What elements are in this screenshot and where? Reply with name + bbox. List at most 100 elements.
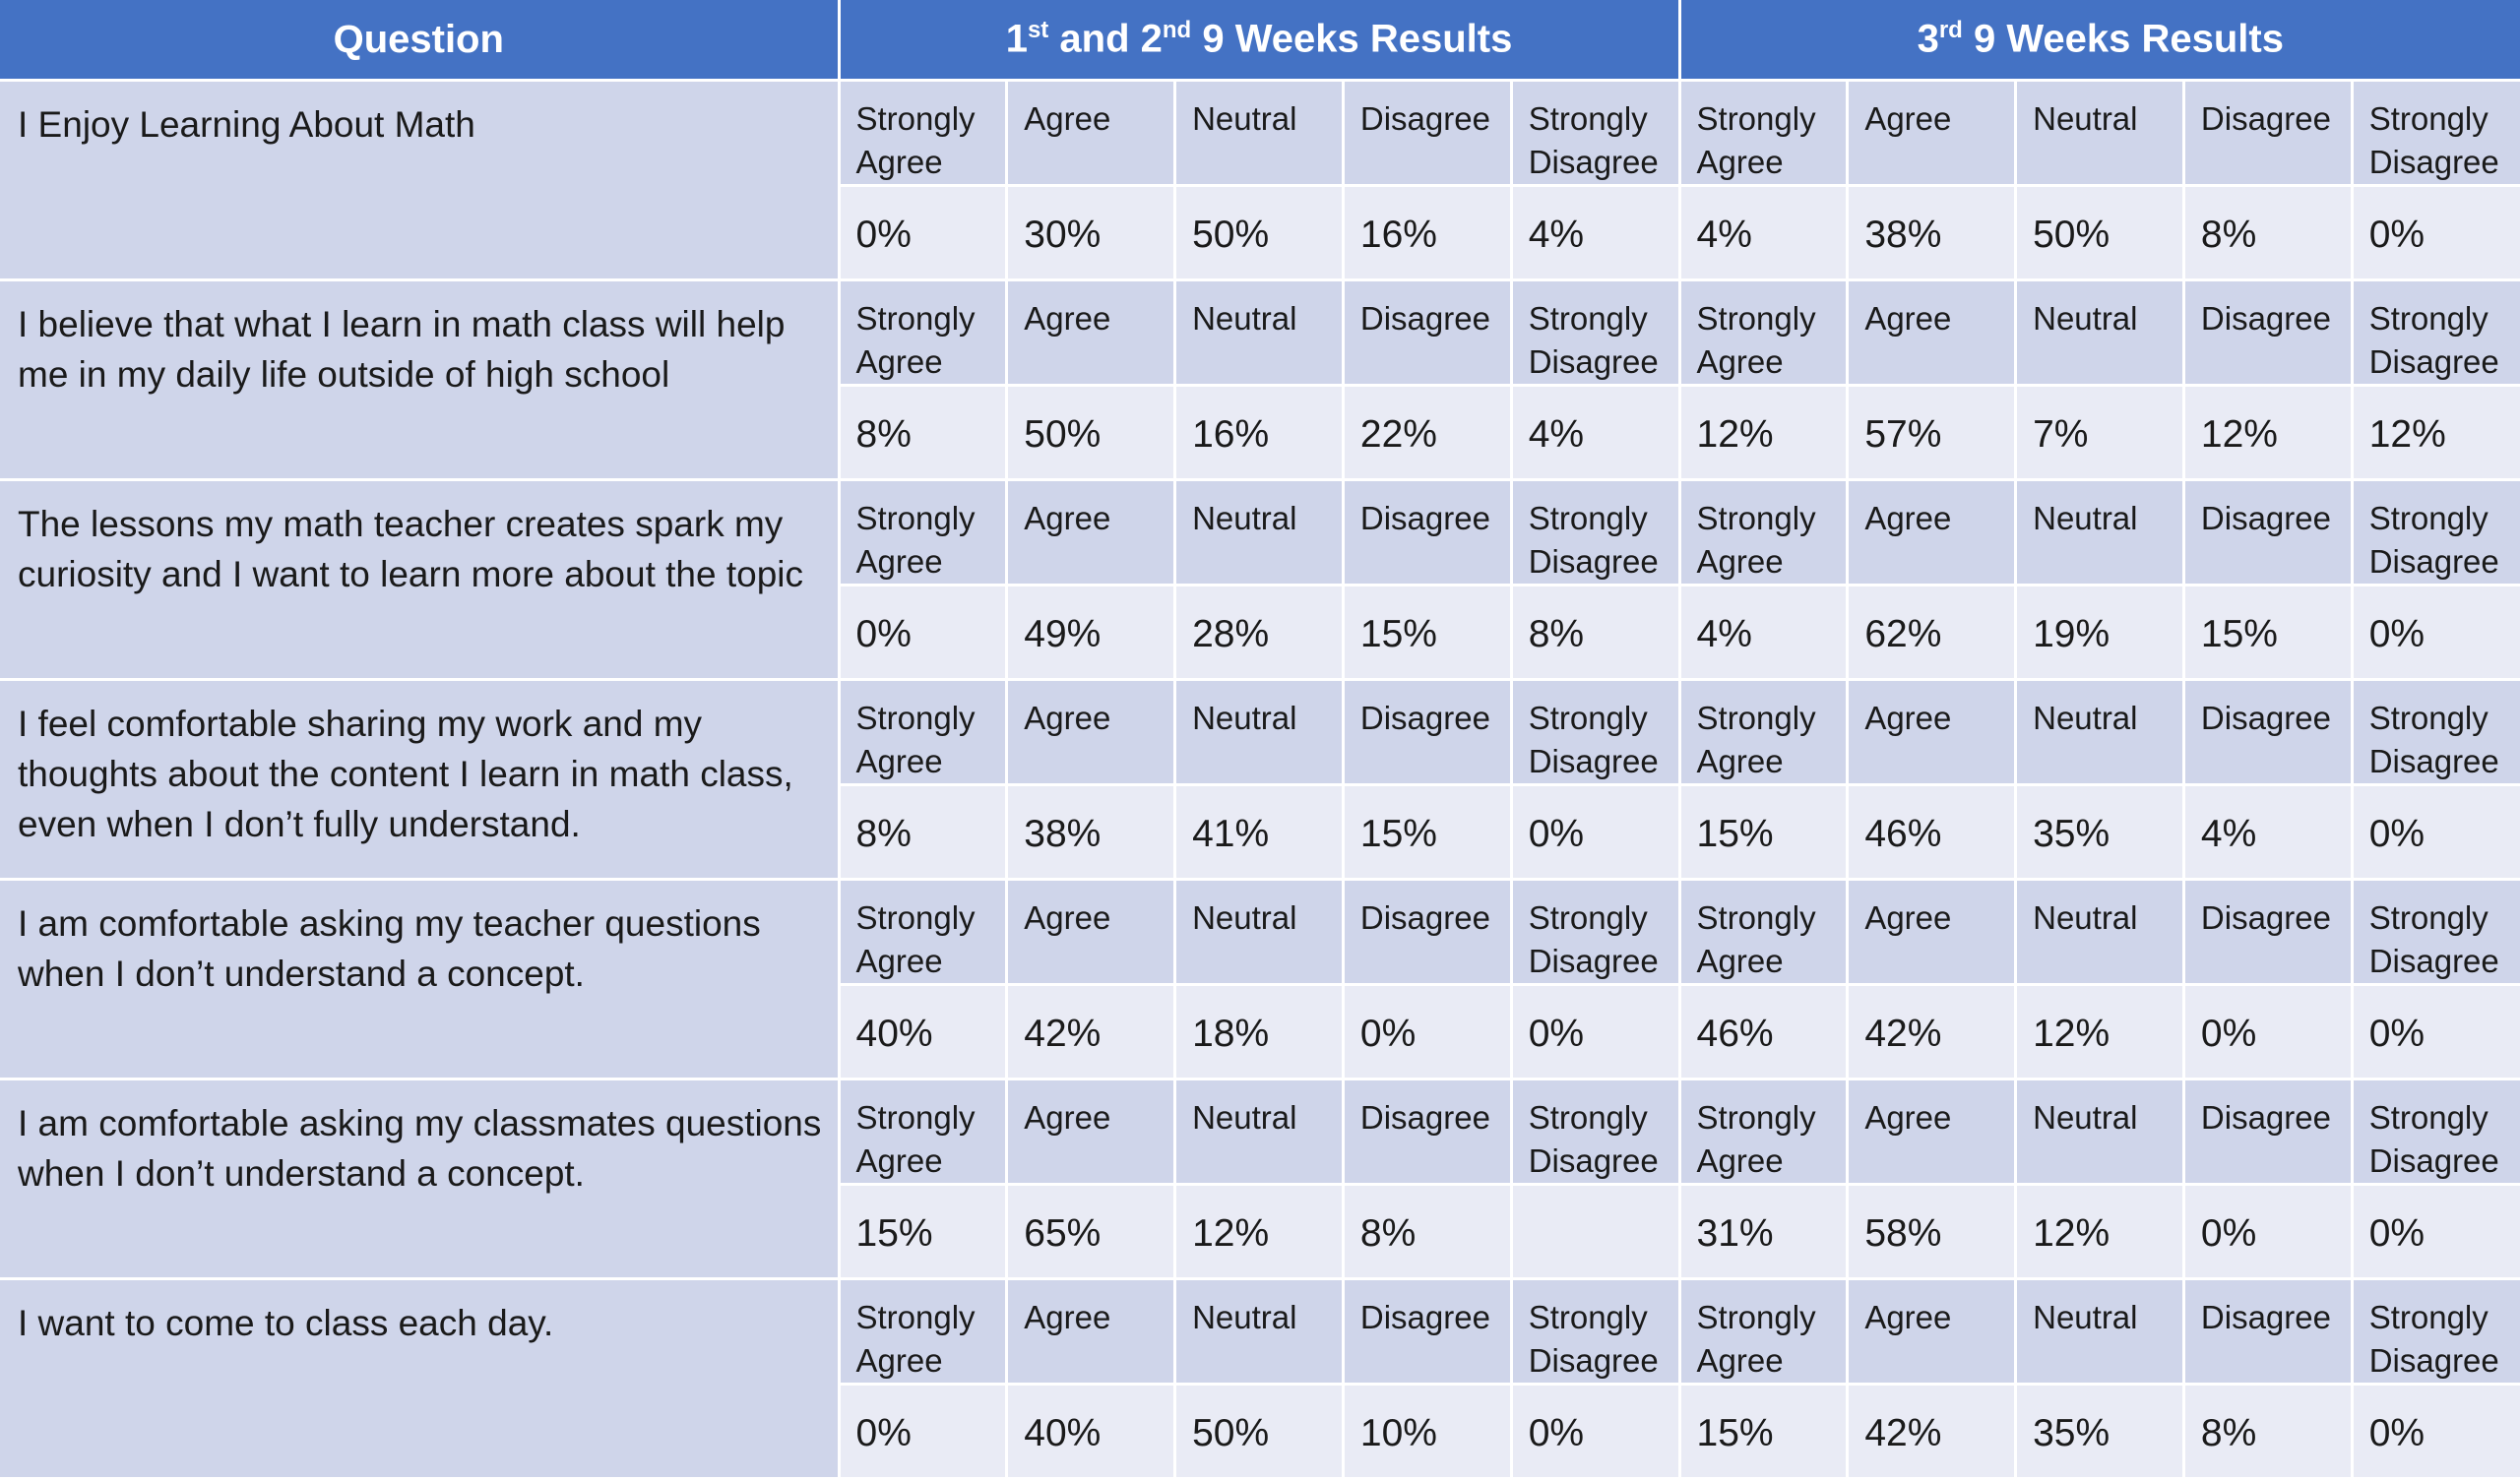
response-value-agree-period-1: 42% bbox=[1006, 984, 1177, 1080]
response-label-strongly-agree-period-1: Strongly Agree bbox=[839, 679, 1009, 786]
response-value-neutral-period-2: 19% bbox=[2015, 585, 2185, 681]
response-label-disagree-period-1: Disagree bbox=[1343, 80, 1513, 187]
response-label-strongly-agree-period-2: Strongly Agree bbox=[1679, 679, 1850, 786]
response-value-neutral-period-1: 18% bbox=[1174, 984, 1345, 1080]
response-value-disagree-period-1: 22% bbox=[1343, 385, 1513, 481]
response-label-strongly-disagree-period-2: Strongly Disagree bbox=[2352, 679, 2520, 786]
response-value-strongly-disagree-period-2: 0% bbox=[2352, 585, 2520, 681]
question-label-row: I believe that what I learn in math clas… bbox=[0, 279, 2520, 481]
response-value-disagree-period-2: 4% bbox=[2183, 784, 2354, 881]
header-period-1-ordinal-1: 1 bbox=[1005, 17, 1028, 61]
response-value-neutral-period-1: 41% bbox=[1174, 784, 1345, 881]
response-value-neutral-period-2: 35% bbox=[2015, 1384, 2185, 1480]
response-value-disagree-period-1: 0% bbox=[1343, 984, 1513, 1080]
response-value-disagree-period-1: 8% bbox=[1343, 1184, 1513, 1280]
response-label-strongly-agree-period-2: Strongly Agree bbox=[1679, 879, 1850, 986]
response-label-neutral-period-2: Neutral bbox=[2015, 1278, 2185, 1386]
response-value-strongly-agree-period-2: 4% bbox=[1679, 585, 1850, 681]
response-value-strongly-disagree-period-1: 0% bbox=[1511, 1384, 1681, 1480]
response-label-neutral-period-2: Neutral bbox=[2015, 1079, 2185, 1186]
response-value-agree-period-2: 58% bbox=[1847, 1184, 2018, 1280]
question-label-row: I am comfortable asking my classmates qu… bbox=[0, 1079, 2520, 1280]
response-label-agree-period-1: Agree bbox=[1006, 80, 1177, 187]
response-value-neutral-period-1: 16% bbox=[1174, 385, 1345, 481]
question-label-row: I feel comfortable sharing my work and m… bbox=[0, 679, 2520, 881]
response-label-neutral-period-1: Neutral bbox=[1174, 80, 1345, 187]
response-value-strongly-disagree-period-2: 0% bbox=[2352, 784, 2520, 881]
response-label-agree-period-1: Agree bbox=[1006, 479, 1177, 586]
question-text: I am comfortable asking my classmates qu… bbox=[0, 1079, 841, 1280]
response-label-strongly-agree-period-2: Strongly Agree bbox=[1679, 479, 1850, 586]
response-label-agree-period-1: Agree bbox=[1006, 1079, 1177, 1186]
response-label-strongly-agree-period-1: Strongly Agree bbox=[839, 279, 1009, 387]
response-value-strongly-disagree-period-1: 4% bbox=[1511, 185, 1681, 281]
response-label-strongly-disagree-period-1: Strongly Disagree bbox=[1511, 1079, 1681, 1186]
response-value-agree-period-2: 57% bbox=[1847, 385, 2018, 481]
question-text: I believe that what I learn in math clas… bbox=[0, 279, 841, 481]
response-value-strongly-disagree-period-2: 0% bbox=[2352, 1184, 2520, 1280]
response-value-agree-period-1: 65% bbox=[1006, 1184, 1177, 1280]
response-value-neutral-period-1: 12% bbox=[1174, 1184, 1345, 1280]
response-value-agree-period-2: 46% bbox=[1847, 784, 2018, 881]
response-value-strongly-agree-period-1: 0% bbox=[839, 1384, 1009, 1480]
response-label-disagree-period-2: Disagree bbox=[2183, 479, 2354, 586]
response-value-disagree-period-2: 0% bbox=[2183, 1184, 2354, 1280]
response-value-neutral-period-1: 50% bbox=[1174, 185, 1345, 281]
response-label-strongly-agree-period-1: Strongly Agree bbox=[839, 1278, 1009, 1386]
response-value-strongly-agree-period-1: 15% bbox=[839, 1184, 1009, 1280]
response-value-disagree-period-2: 12% bbox=[2183, 385, 2354, 481]
response-label-agree-period-1: Agree bbox=[1006, 679, 1177, 786]
response-label-strongly-agree-period-1: Strongly Agree bbox=[839, 479, 1009, 586]
response-value-strongly-disagree-period-2: 0% bbox=[2352, 1384, 2520, 1480]
response-label-strongly-disagree-period-1: Strongly Disagree bbox=[1511, 1278, 1681, 1386]
response-value-strongly-disagree-period-1: 4% bbox=[1511, 385, 1681, 481]
response-label-strongly-disagree-period-2: Strongly Disagree bbox=[2352, 879, 2520, 986]
response-label-disagree-period-2: Disagree bbox=[2183, 80, 2354, 187]
response-label-disagree-period-2: Disagree bbox=[2183, 279, 2354, 387]
response-value-neutral-period-2: 12% bbox=[2015, 1184, 2185, 1280]
response-label-neutral-period-2: Neutral bbox=[2015, 279, 2185, 387]
question-label-row: The lessons my math teacher creates spar… bbox=[0, 479, 2520, 681]
response-label-neutral-period-2: Neutral bbox=[2015, 879, 2185, 986]
response-label-neutral-period-1: Neutral bbox=[1174, 879, 1345, 986]
response-label-strongly-disagree-period-2: Strongly Disagree bbox=[2352, 1278, 2520, 1386]
header-period-1-label: 9 Weeks Results bbox=[1191, 17, 1513, 61]
response-value-strongly-disagree-period-2: 12% bbox=[2352, 385, 2520, 481]
response-value-strongly-disagree-period-1: 0% bbox=[1511, 984, 1681, 1080]
response-value-agree-period-2: 42% bbox=[1847, 1384, 2018, 1480]
response-value-agree-period-2: 42% bbox=[1847, 984, 2018, 1080]
response-label-strongly-disagree-period-1: Strongly Disagree bbox=[1511, 279, 1681, 387]
response-value-strongly-agree-period-2: 12% bbox=[1679, 385, 1850, 481]
response-label-neutral-period-2: Neutral bbox=[2015, 80, 2185, 187]
response-label-disagree-period-2: Disagree bbox=[2183, 1278, 2354, 1386]
response-value-agree-period-2: 62% bbox=[1847, 585, 2018, 681]
response-value-agree-period-1: 38% bbox=[1006, 784, 1177, 881]
response-label-agree-period-2: Agree bbox=[1847, 80, 2018, 187]
response-value-neutral-period-1: 50% bbox=[1174, 1384, 1345, 1480]
response-label-strongly-agree-period-2: Strongly Agree bbox=[1679, 279, 1850, 387]
response-value-agree-period-1: 30% bbox=[1006, 185, 1177, 281]
response-value-disagree-period-1: 15% bbox=[1343, 585, 1513, 681]
header-period-2-ordinal: 3 bbox=[1917, 17, 1939, 61]
question-label-row: I Enjoy Learning About Math Strongly Agre… bbox=[0, 80, 2520, 281]
response-label-disagree-period-1: Disagree bbox=[1343, 279, 1513, 387]
response-label-strongly-disagree-period-1: Strongly Disagree bbox=[1511, 80, 1681, 187]
response-label-strongly-disagree-period-2: Strongly Disagree bbox=[2352, 279, 2520, 387]
response-value-disagree-period-2: 0% bbox=[2183, 984, 2354, 1080]
header-question-label: Question bbox=[333, 17, 504, 61]
response-label-strongly-agree-period-2: Strongly Agree bbox=[1679, 1278, 1850, 1386]
question-value-row: 8% 38% 41% 15% 0% 15% 46% 35% 4% 0% bbox=[0, 784, 2520, 881]
question-text: I am comfortable asking my teacher quest… bbox=[0, 879, 841, 1080]
response-value-strongly-agree-period-1: 40% bbox=[839, 984, 1009, 1080]
response-label-neutral-period-2: Neutral bbox=[2015, 679, 2185, 786]
question-value-row: 15% 65% 12% 8% 31% 58% 12% 0% 0% bbox=[0, 1184, 2520, 1280]
header-question: Question bbox=[0, 0, 841, 82]
response-value-disagree-period-2: 8% bbox=[2183, 1384, 2354, 1480]
response-value-strongly-disagree-period-1: 0% bbox=[1511, 784, 1681, 881]
header-period-1-suffix-1: st bbox=[1027, 17, 1049, 44]
header-period-2: 3rd 9 Weeks Results bbox=[1679, 0, 2520, 82]
question-value-row: 0% 49% 28% 15% 8% 4% 62% 19% 15% 0% bbox=[0, 585, 2520, 681]
question-text: I want to come to class each day. bbox=[0, 1278, 841, 1480]
response-value-disagree-period-1: 15% bbox=[1343, 784, 1513, 881]
response-label-neutral-period-1: Neutral bbox=[1174, 1079, 1345, 1186]
